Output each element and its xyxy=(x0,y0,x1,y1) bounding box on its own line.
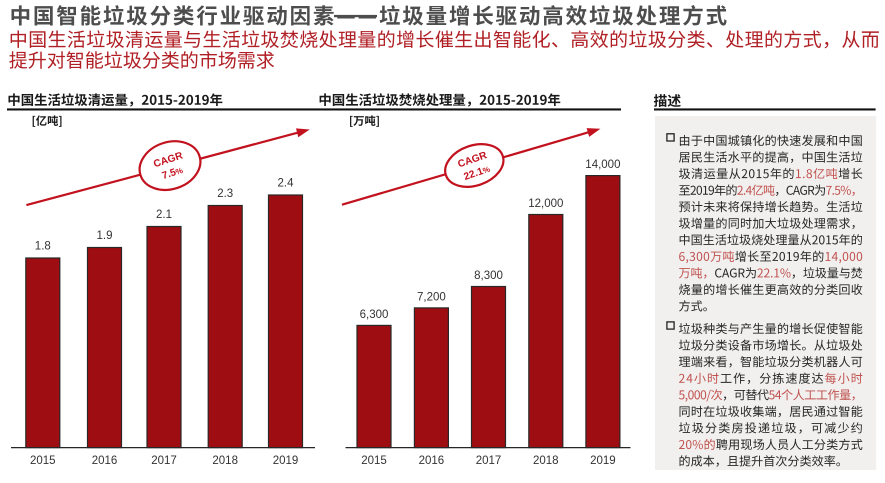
svg-text:6,300: 6,300 xyxy=(360,309,389,321)
svg-text:2015: 2015 xyxy=(361,455,387,467)
svg-text:2016: 2016 xyxy=(419,455,445,467)
svg-text:8,300: 8,300 xyxy=(474,270,503,282)
svg-text:2019: 2019 xyxy=(590,455,616,467)
svg-text:2018: 2018 xyxy=(212,455,238,467)
svg-text:14,000: 14,000 xyxy=(585,159,620,171)
svg-text:2019: 2019 xyxy=(273,455,299,467)
svg-text:2.3: 2.3 xyxy=(217,188,233,200)
svg-text:2017: 2017 xyxy=(151,455,177,467)
svg-text:2017: 2017 xyxy=(476,455,502,467)
svg-text:1.9: 1.9 xyxy=(97,230,113,242)
svg-text:2015: 2015 xyxy=(30,455,56,467)
svg-text:7,200: 7,200 xyxy=(417,291,446,303)
svg-text:2018: 2018 xyxy=(533,455,559,467)
svg-text:12,000: 12,000 xyxy=(528,198,563,210)
svg-text:2.1: 2.1 xyxy=(156,209,172,221)
svg-text:2.4: 2.4 xyxy=(278,178,295,190)
svg-text:2016: 2016 xyxy=(92,455,118,467)
svg-text:1.8: 1.8 xyxy=(35,241,51,253)
